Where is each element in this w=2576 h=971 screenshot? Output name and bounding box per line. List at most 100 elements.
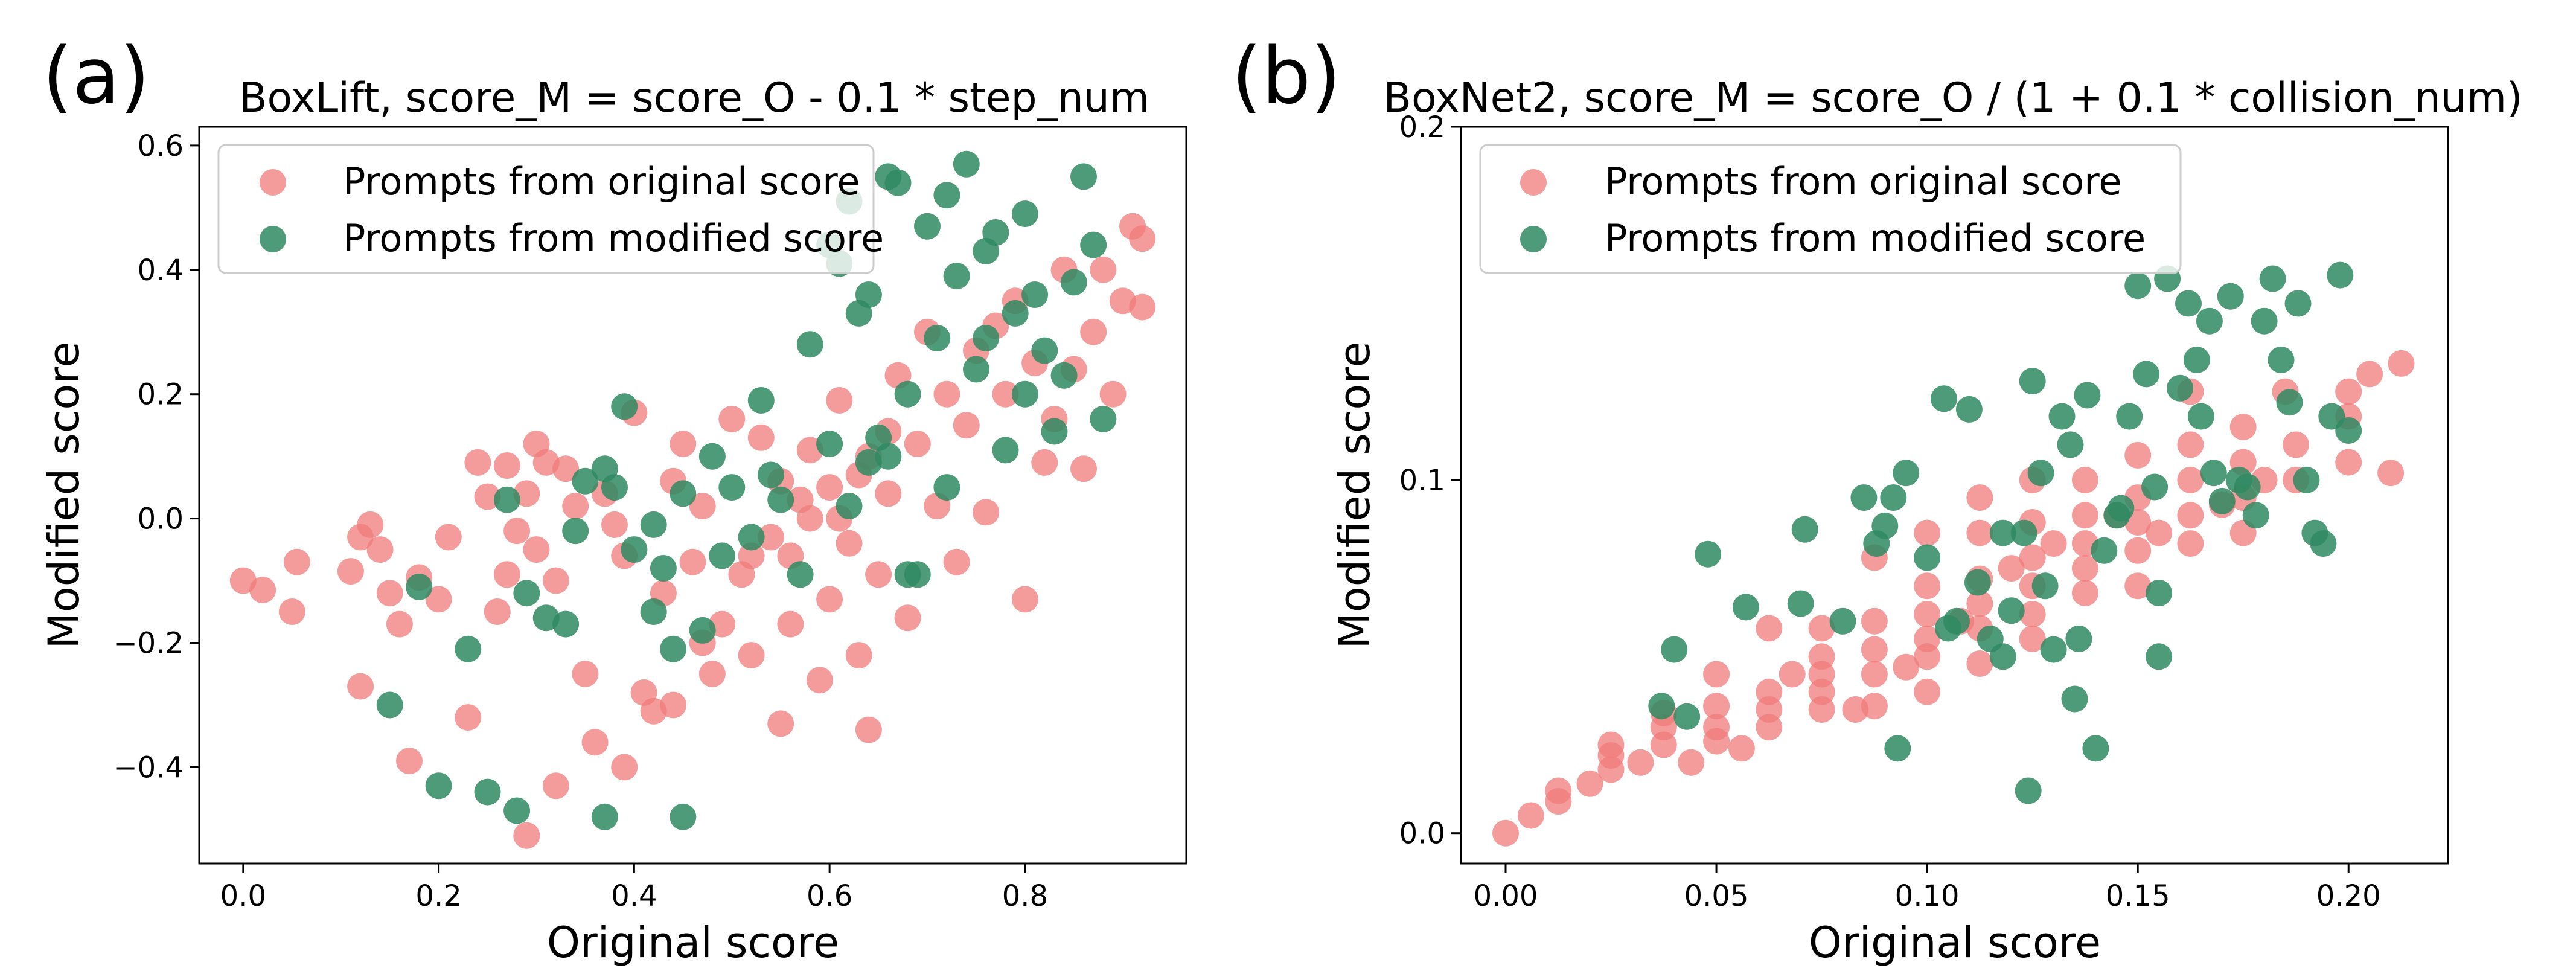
- panel-b-modified-point: [2187, 403, 2214, 430]
- panel-b-original-point: [2177, 502, 2204, 529]
- panel-a-modified-point: [787, 561, 814, 588]
- panel-a-original-point: [767, 710, 794, 737]
- panel-b-original-point: [2124, 441, 2152, 469]
- panel-b-original-point: [2283, 431, 2309, 458]
- panel-a-modified-point: [640, 511, 667, 538]
- panel-a-original-point: [747, 424, 775, 451]
- panel-b-modified-point: [2141, 473, 2169, 501]
- panel-a-modified-point: [376, 691, 403, 719]
- panel-a-modified-point: [933, 182, 960, 209]
- panel-a-modified-point: [973, 325, 1000, 351]
- panel-b-original-point: [1808, 615, 1835, 642]
- panel-b-original-point: [1678, 749, 1705, 776]
- panel-b-modified-point: [1648, 693, 1675, 720]
- panel-a-original-point: [1031, 449, 1058, 476]
- panel-b-original-point: [2388, 350, 2415, 377]
- panel-b-original-point: [1914, 678, 1941, 705]
- panel-a-original-point: [816, 586, 843, 613]
- panel-b-original-point: [2377, 460, 2405, 487]
- panel-b-modified-point: [2234, 473, 2261, 501]
- panel-b-modified-point: [1791, 516, 1818, 543]
- panel-a-original-point: [738, 642, 765, 669]
- panel-b-original-point: [2124, 537, 2152, 564]
- panel-a-original-point: [738, 542, 765, 569]
- panel-b-original-point: [1914, 601, 1941, 628]
- panel-a-original-point: [855, 716, 882, 743]
- panel-b-original-point: [2124, 572, 2152, 600]
- panel-b-modified-point: [2057, 431, 2084, 458]
- panel-a-axes-frame: [198, 126, 1187, 865]
- panel-a-original-point: [542, 772, 569, 800]
- panel-b-original-point: [2071, 555, 2098, 582]
- panel-a-modified-point: [1031, 337, 1058, 364]
- panel-b-original-point: [1966, 484, 1993, 511]
- panel-b-modified-point: [2074, 382, 2101, 409]
- panel-a-modified-point: [894, 380, 921, 408]
- panel-a-modified-point: [982, 219, 1009, 246]
- panel-a-modified-point: [552, 610, 580, 638]
- panel-a-modified-point: [1060, 269, 1087, 296]
- panel-a-original-point: [933, 380, 960, 408]
- legend-marker-modified: [1520, 226, 1547, 252]
- panel-b-modified-point: [2335, 417, 2362, 444]
- panel-a-original-point: [493, 452, 520, 479]
- panel-a-original-point: [845, 642, 872, 669]
- panel-b-original-point: [2177, 466, 2204, 493]
- panel-a-modified-point: [640, 598, 667, 625]
- panel-a-modified-point: [718, 474, 746, 501]
- panel-b-modified-point: [2108, 495, 2135, 522]
- panel-b-modified-point: [2091, 537, 2118, 564]
- panel-b-modified-point: [1998, 597, 2025, 624]
- panel-b-ytick-label: 0.0: [1399, 817, 1445, 851]
- panel-a-ytick-label: 0.4: [138, 254, 184, 287]
- panel-a-original-point: [464, 449, 491, 476]
- panel-a-original-point: [1070, 455, 1097, 482]
- panel-a-modified-point: [406, 573, 433, 600]
- panel-b-original-point: [2019, 626, 2046, 652]
- panel-b-modified-point: [1661, 636, 1688, 663]
- panel-a-original-point: [337, 558, 364, 585]
- panel-a-original-point: [376, 580, 403, 607]
- panel-a-original-point: [875, 480, 902, 507]
- panel-a-modified-point: [513, 580, 540, 607]
- panel-b-title: BoxNet2, score_M = score_O / (1 + 0.1 * …: [1383, 74, 2522, 122]
- panel-b-points: [1492, 261, 2415, 847]
- panel-a-original-point: [396, 748, 423, 775]
- panel-b-original-point: [1597, 731, 1625, 758]
- panel-b-modified-point: [1673, 703, 1701, 730]
- panel-b-modified-point: [2082, 735, 2109, 762]
- panel-b-xtick-label: 0.15: [2106, 879, 2170, 913]
- panel-b-modified-point: [2010, 519, 2037, 546]
- panel-a-modified-point: [914, 213, 941, 240]
- panel-b-original-point: [2177, 431, 2204, 458]
- panel-a-modified-point: [670, 803, 697, 830]
- panel-b-original-point: [1998, 555, 2025, 582]
- panel-a-modified-point: [933, 474, 960, 501]
- panel-a-modified-point: [758, 461, 784, 489]
- panel-a-original-point: [1090, 256, 1117, 283]
- panel-b-modified-point: [2040, 636, 2067, 663]
- panel-b-modified-point: [2146, 580, 2173, 606]
- panel-a-original-point: [943, 548, 970, 575]
- panel-b-modified-point: [2031, 572, 2059, 600]
- panel-a-original-point: [572, 661, 599, 687]
- panel-a-original-point: [357, 511, 384, 538]
- panel-b-original-point: [2040, 530, 2067, 557]
- panel-b-modified-point: [2276, 389, 2303, 416]
- panel-a-modified-point: [963, 356, 989, 383]
- panel-a-legend-modified: Prompts from modified score: [343, 216, 884, 260]
- panel-b-modified-point: [2175, 290, 2202, 317]
- panel-a-legend: Prompts from original score Prompts from…: [217, 144, 884, 274]
- panel-a-modified-point: [1041, 418, 1068, 445]
- panel-a-modified-point: [493, 486, 520, 513]
- panel-a-original-point: [689, 493, 716, 519]
- panel-a-xtick-label: 0.4: [611, 879, 657, 913]
- panel-b-original-point: [1861, 636, 1888, 663]
- panel-a-original-point: [1080, 318, 1107, 345]
- panel-b-modified-point: [2183, 347, 2210, 373]
- panel-b-modified-point: [1893, 460, 1920, 487]
- panel-b-original-point: [1966, 519, 1993, 546]
- panel-b-modified-point: [2061, 685, 2088, 713]
- panel-a-modified-point: [698, 443, 726, 470]
- panel-b-modified-point: [2133, 361, 2160, 388]
